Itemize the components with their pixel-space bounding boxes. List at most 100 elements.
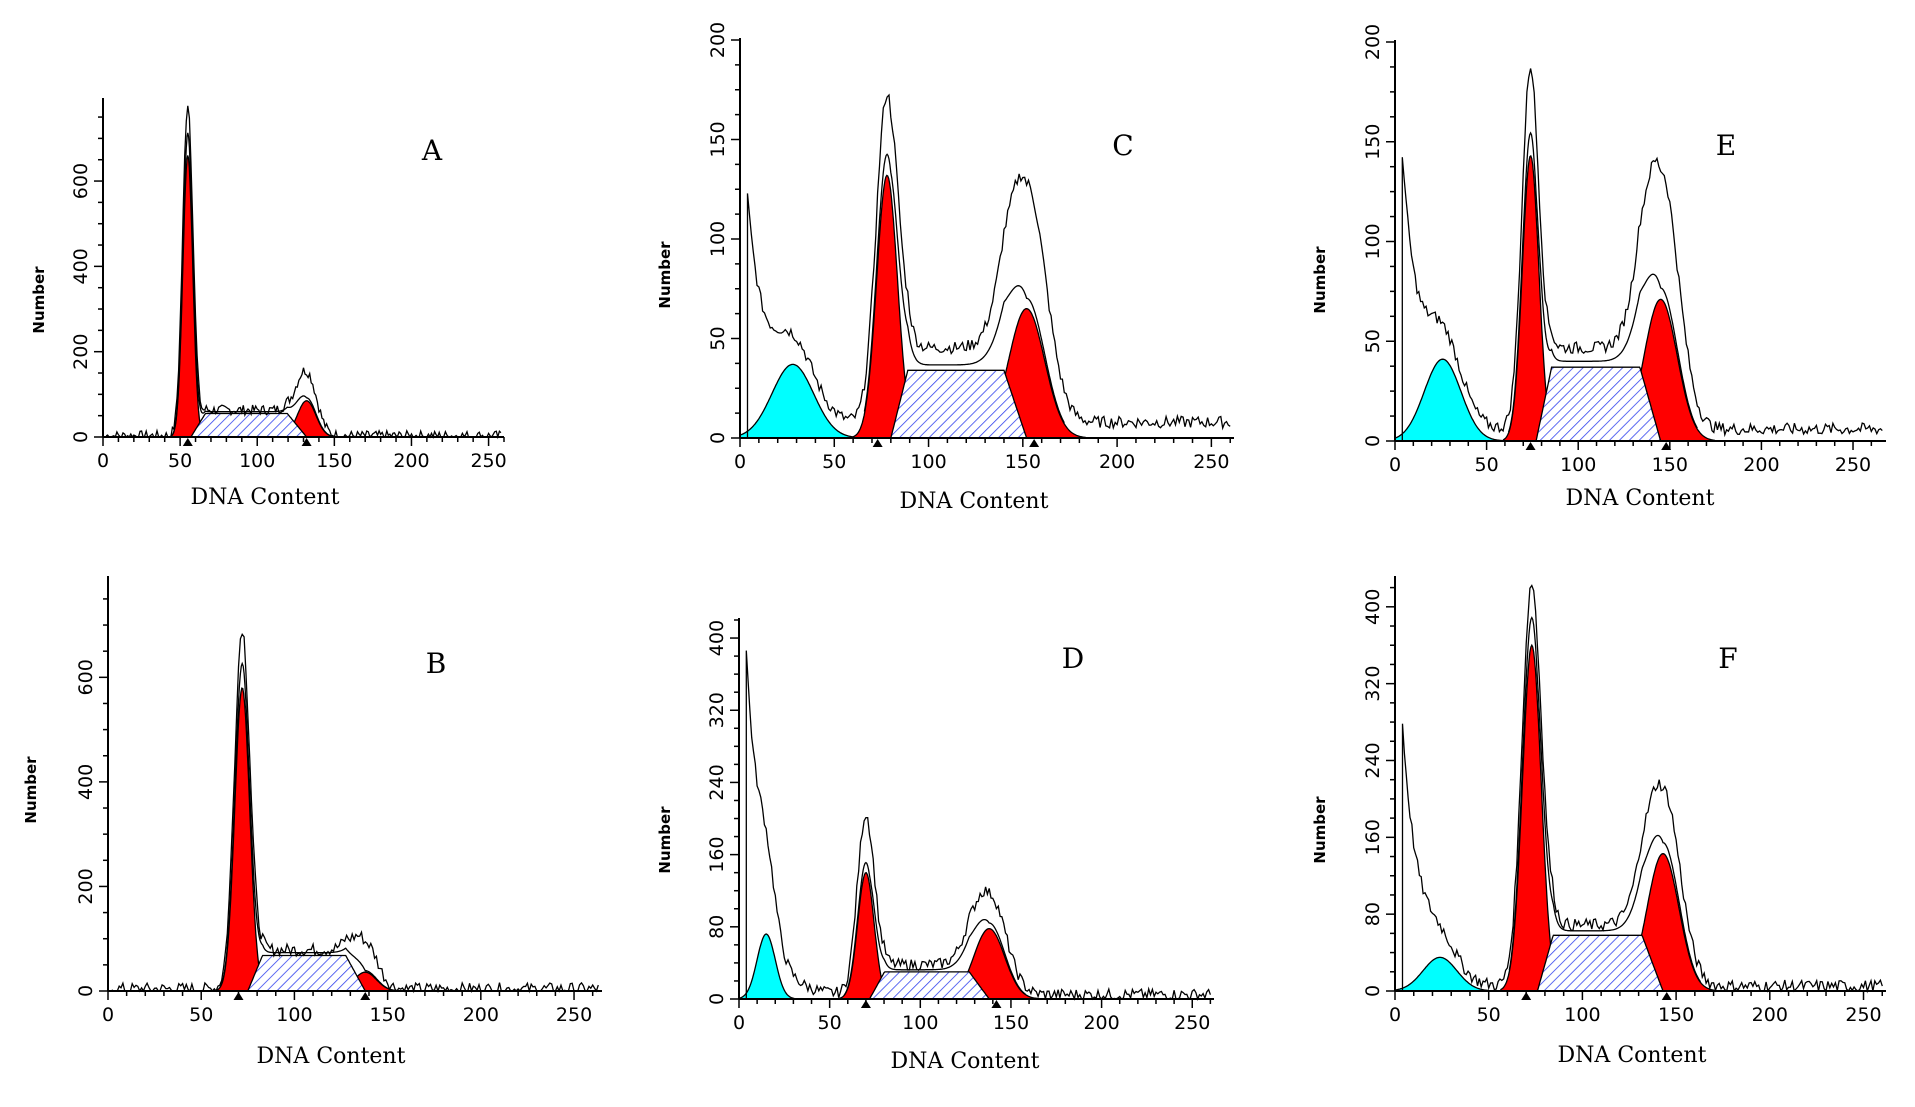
peak-marker bbox=[301, 438, 312, 446]
model-envelope-line bbox=[1508, 616, 1702, 983]
y-tick-label: 0 bbox=[1362, 435, 1384, 447]
s-phase-area bbox=[1536, 934, 1664, 992]
s-phase-area bbox=[189, 412, 309, 438]
model-envelope-line bbox=[863, 153, 1065, 424]
peak-marker bbox=[1661, 442, 1672, 450]
x-tick-label: 250 bbox=[470, 450, 506, 472]
peak-marker bbox=[860, 1000, 871, 1008]
y-tick-label: 400 bbox=[70, 248, 92, 284]
histogram-line bbox=[745, 650, 1212, 1001]
y-tick-label: 80 bbox=[706, 915, 728, 939]
y-tick-label: 0 bbox=[706, 993, 728, 1005]
x-axis-label: DNA Content bbox=[257, 1044, 406, 1069]
s-phase-area bbox=[889, 369, 1028, 439]
peak-marker bbox=[233, 992, 244, 1000]
y-tick-label: 50 bbox=[707, 326, 729, 350]
y-tick-label: 0 bbox=[1362, 985, 1384, 997]
x-tick-label: 150 bbox=[1005, 451, 1041, 473]
y-tick-label: 600 bbox=[70, 163, 92, 199]
x-tick-label: 0 bbox=[102, 1004, 114, 1026]
y-tick-label: 80 bbox=[1362, 902, 1384, 926]
y-tick-label: 200 bbox=[1362, 24, 1384, 60]
y-tick-label: 200 bbox=[707, 22, 729, 58]
y-tick-label: 400 bbox=[706, 620, 728, 656]
y-tick-label: 400 bbox=[1362, 589, 1384, 625]
x-tick-label: 200 bbox=[393, 450, 429, 472]
x-tick-label: 0 bbox=[733, 1012, 745, 1034]
y-axis-label: Number bbox=[1311, 796, 1329, 864]
s-phase-area bbox=[246, 954, 367, 992]
y-tick-label: 100 bbox=[1362, 223, 1384, 259]
y-axis-label: Number bbox=[656, 806, 674, 874]
panel-E: 0 50 100 150 200 250 0 50 100 150 200 Number DNA Con… bbox=[1311, 24, 1886, 511]
x-tick-label: 100 bbox=[902, 1012, 938, 1034]
y-tick-label: 0 bbox=[70, 431, 92, 443]
y-tick-label: 100 bbox=[707, 221, 729, 257]
x-tick-label: 0 bbox=[97, 450, 109, 472]
x-tick-label: 100 bbox=[910, 451, 946, 473]
panel-D: 0 50 100 150 200 250 0 80 160 240 320 400 Number DNA … bbox=[656, 618, 1214, 1074]
panel-B: 0 50 100 150 200 250 0 200 400 600 Number DNA Conte… bbox=[22, 576, 602, 1069]
histogram-line bbox=[1401, 584, 1883, 994]
panel-letter: B bbox=[426, 647, 447, 680]
panel-F: 0 50 100 150 200 250 0 80 160 240 320 400 Number DNA … bbox=[1311, 576, 1886, 1068]
model-envelope-line bbox=[169, 132, 338, 438]
histogram-line bbox=[111, 632, 599, 994]
panel-letter: D bbox=[1062, 642, 1084, 675]
x-tick-label: 0 bbox=[1389, 1004, 1401, 1026]
peak-marker bbox=[1525, 442, 1536, 450]
x-tick-label: 250 bbox=[1835, 454, 1871, 476]
x-tick-label: 250 bbox=[1174, 1012, 1210, 1034]
x-axis-label: DNA Content bbox=[1566, 486, 1715, 511]
x-tick-label: 50 bbox=[168, 450, 192, 472]
x-tick-label: 100 bbox=[239, 450, 275, 472]
g1-peak bbox=[216, 687, 268, 992]
peak-marker bbox=[1521, 992, 1532, 1000]
y-tick-label: 200 bbox=[75, 868, 97, 904]
peak-marker bbox=[872, 439, 883, 447]
x-tick-label: 100 bbox=[1560, 454, 1596, 476]
peak-marker bbox=[182, 438, 193, 446]
x-tick-label: 150 bbox=[993, 1012, 1029, 1034]
peak-marker bbox=[991, 1000, 1002, 1008]
y-tick-label: 320 bbox=[1362, 666, 1384, 702]
x-tick-label: 100 bbox=[276, 1004, 312, 1026]
sub-g1-peak bbox=[1394, 358, 1502, 442]
y-tick-label: 600 bbox=[75, 659, 97, 695]
panel-letter: F bbox=[1718, 642, 1737, 675]
y-tick-label: 160 bbox=[706, 836, 728, 872]
x-tick-label: 200 bbox=[1752, 1004, 1788, 1026]
peak-marker bbox=[1029, 439, 1040, 447]
x-tick-label: 0 bbox=[734, 451, 746, 473]
x-tick-label: 250 bbox=[1193, 451, 1229, 473]
peak-marker bbox=[1661, 992, 1672, 1000]
panel-letter: A bbox=[421, 134, 443, 167]
y-tick-label: 0 bbox=[75, 985, 97, 997]
x-axis-label: DNA Content bbox=[1558, 1043, 1707, 1068]
y-tick-label: 240 bbox=[1362, 742, 1384, 778]
y-tick-label: 400 bbox=[75, 764, 97, 800]
model-envelope-line bbox=[843, 861, 1026, 996]
histogram-line bbox=[746, 93, 1231, 438]
histogram-line bbox=[1401, 68, 1883, 441]
x-tick-label: 200 bbox=[1743, 454, 1779, 476]
panel-letter: E bbox=[1716, 129, 1736, 162]
x-tick-label: 200 bbox=[463, 1004, 499, 1026]
model-envelope-line bbox=[1507, 131, 1698, 433]
x-tick-label: 100 bbox=[1564, 1004, 1600, 1026]
x-tick-label: 250 bbox=[1845, 1004, 1881, 1026]
x-tick-label: 150 bbox=[1658, 1004, 1694, 1026]
s-phase-area bbox=[1535, 366, 1662, 442]
sub-g1-peak bbox=[1394, 956, 1495, 992]
y-tick-label: 150 bbox=[1362, 124, 1384, 160]
y-tick-label: 50 bbox=[1362, 329, 1384, 353]
peak-marker bbox=[360, 992, 371, 1000]
sub-g1-peak bbox=[739, 363, 861, 439]
x-axis-label: DNA Content bbox=[191, 485, 340, 510]
y-axis-label: Number bbox=[1311, 246, 1329, 314]
x-tick-label: 250 bbox=[556, 1004, 592, 1026]
y-tick-label: 0 bbox=[707, 432, 729, 444]
y-axis-label: Number bbox=[22, 756, 40, 824]
x-tick-label: 200 bbox=[1083, 1012, 1119, 1034]
x-axis-label: DNA Content bbox=[891, 1049, 1040, 1074]
